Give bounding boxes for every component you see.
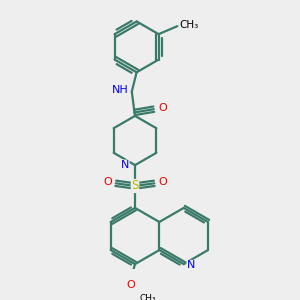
Text: O: O	[127, 280, 135, 290]
Text: NH: NH	[112, 85, 129, 95]
Text: O: O	[158, 103, 167, 113]
Text: O: O	[103, 177, 112, 187]
Text: S: S	[131, 179, 139, 193]
Text: CH₃: CH₃	[180, 20, 199, 30]
Text: CH₃: CH₃	[140, 294, 156, 300]
Text: N: N	[187, 260, 195, 271]
Text: N: N	[121, 160, 129, 170]
Text: O: O	[158, 177, 167, 187]
